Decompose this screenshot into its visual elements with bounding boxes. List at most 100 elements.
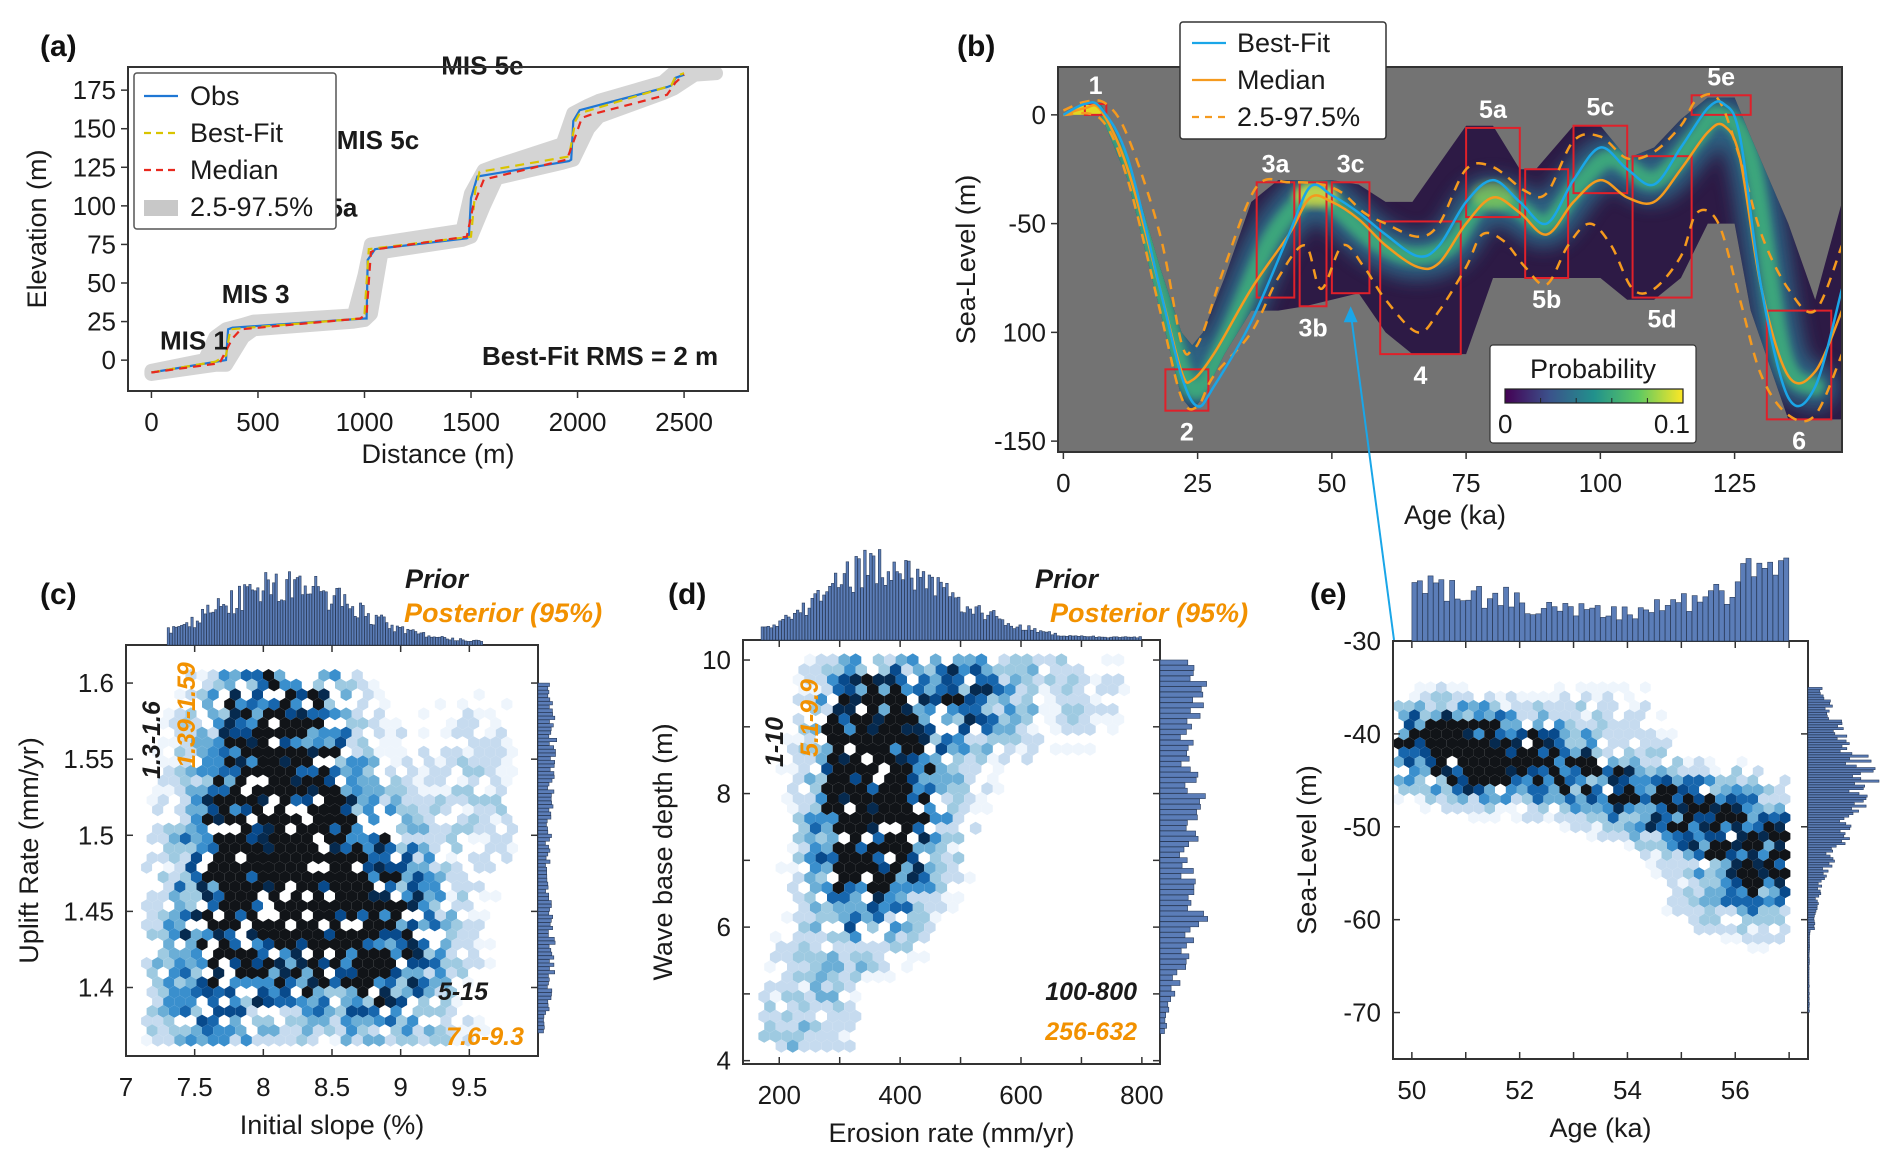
- histogram-bar: [1094, 636, 1098, 641]
- hexbin-cell: [809, 782, 822, 796]
- hexbin-cell: [279, 928, 291, 941]
- hexbin-cell: [964, 792, 976, 806]
- histogram-bar: [1807, 909, 1817, 913]
- hexbin-cell: [929, 851, 942, 865]
- hexbin-cell: [821, 722, 833, 736]
- histogram-bar: [1557, 610, 1563, 642]
- hexbin-cell: [798, 742, 810, 756]
- histogram-bar: [895, 571, 899, 641]
- hexbin-cell: [1015, 663, 1028, 677]
- hexbin-cell: [290, 774, 302, 788]
- hexbin-cell: [224, 1005, 236, 1018]
- hexbin-cell: [357, 1024, 369, 1037]
- histogram-bar: [1465, 599, 1472, 642]
- histogram-bar: [1621, 606, 1628, 642]
- hexbin-cell: [318, 726, 330, 740]
- histogram-bar: [435, 636, 439, 646]
- hexbin-cell: [1548, 709, 1560, 722]
- hexbin-cell: [373, 995, 385, 1009]
- hexbin-cell: [279, 813, 291, 826]
- hexbin-cell: [451, 957, 463, 970]
- hexbin-cell: [168, 966, 180, 980]
- histogram-bar: [1807, 954, 1810, 958]
- stage-label: 6: [1792, 427, 1806, 455]
- x-tick-label: 125: [1713, 468, 1756, 498]
- histogram-bar: [1807, 824, 1852, 828]
- histogram-bar: [1807, 1004, 1810, 1008]
- histogram-bar: [1159, 841, 1190, 848]
- hexbin-cell: [1731, 876, 1742, 889]
- hexbin-cell: [929, 693, 942, 707]
- hexbin-cell: [884, 752, 896, 766]
- hexbin-cell: [202, 774, 214, 788]
- hexbin-cell: [798, 960, 810, 974]
- hexbin-cell: [1586, 774, 1598, 787]
- hexbin-cell: [434, 870, 446, 884]
- y-posterior-range: 5.1-9.9: [796, 679, 824, 757]
- hexbin-cell: [1398, 746, 1410, 759]
- hexbin-cell: [1672, 885, 1683, 899]
- hexbin-cell: [263, 707, 275, 721]
- hexbin-cell: [390, 870, 402, 884]
- hexbin-cell: [312, 736, 324, 749]
- hexbin-cell: [157, 755, 169, 769]
- hexbin-cell: [451, 784, 463, 797]
- hexbin-cell: [168, 1024, 180, 1037]
- histogram-bar: [235, 608, 239, 646]
- hexbin-cell: [240, 861, 252, 874]
- hexbin-cell: [1468, 811, 1479, 824]
- hexbin-cell: [207, 669, 219, 682]
- hexbin-cell: [952, 891, 965, 905]
- hexbin-cell: [1725, 811, 1737, 824]
- hexbin-cell: [992, 702, 1005, 717]
- hexbin-cell: [1554, 774, 1565, 787]
- hexbin-cell: [168, 717, 180, 730]
- hexbin-cell: [827, 712, 839, 726]
- series-line-median: [151, 73, 685, 374]
- y-prior-range: 1.3-1.6: [138, 700, 166, 779]
- hexbin-cell: [1693, 792, 1705, 806]
- hexbin-cell: [434, 697, 446, 711]
- hexbin-cell: [373, 841, 385, 855]
- hexbin-cell: [1067, 712, 1079, 726]
- series-line-obs: [151, 73, 685, 374]
- hexbin-cell: [401, 755, 413, 769]
- hexbin-cell: [279, 736, 291, 749]
- hexbin-cell: [867, 683, 879, 697]
- hexbin-cell: [1511, 774, 1522, 787]
- hexbin-cell: [872, 752, 885, 766]
- hexbin-cell: [1640, 811, 1651, 824]
- y-tick-label: 10: [702, 645, 731, 675]
- histogram-bar: [989, 611, 993, 641]
- hexbin-cell: [1564, 792, 1576, 806]
- hexbin-cell: [301, 966, 313, 980]
- hexbin-cell: [947, 821, 959, 835]
- hexbin-cell: [838, 792, 850, 806]
- hexbin-cell: [257, 697, 269, 711]
- hexbin-cell: [274, 1033, 286, 1047]
- hexbin-cell: [240, 976, 252, 989]
- hexbin-cell: [202, 832, 214, 845]
- hexbin-cell: [872, 871, 885, 885]
- hexbin-cell: [351, 957, 363, 970]
- hexbin-cell: [229, 899, 241, 913]
- histogram-bar: [274, 573, 278, 646]
- series-line-bestfit: [151, 72, 685, 374]
- hexbin-cell: [301, 1024, 313, 1037]
- hexbin-cell: [1027, 722, 1039, 736]
- hexbin-cell: [357, 909, 369, 922]
- hexbin-cell: [1441, 709, 1453, 722]
- histogram-bar: [348, 608, 352, 646]
- hexbin-cell: [769, 1009, 782, 1023]
- hexbin-cell: [396, 822, 408, 836]
- hexbin-cell: [1623, 802, 1635, 815]
- hexbin-cell: [251, 803, 263, 817]
- histogram-bar: [537, 796, 552, 801]
- hexbin-cell: [468, 832, 480, 845]
- hexbin-cell: [849, 732, 862, 746]
- hexbin-cell: [998, 732, 1010, 746]
- histogram-bar: [238, 585, 241, 646]
- hexbin-cell: [296, 899, 308, 913]
- histogram-bar: [1807, 994, 1810, 998]
- histogram-bar: [466, 641, 470, 646]
